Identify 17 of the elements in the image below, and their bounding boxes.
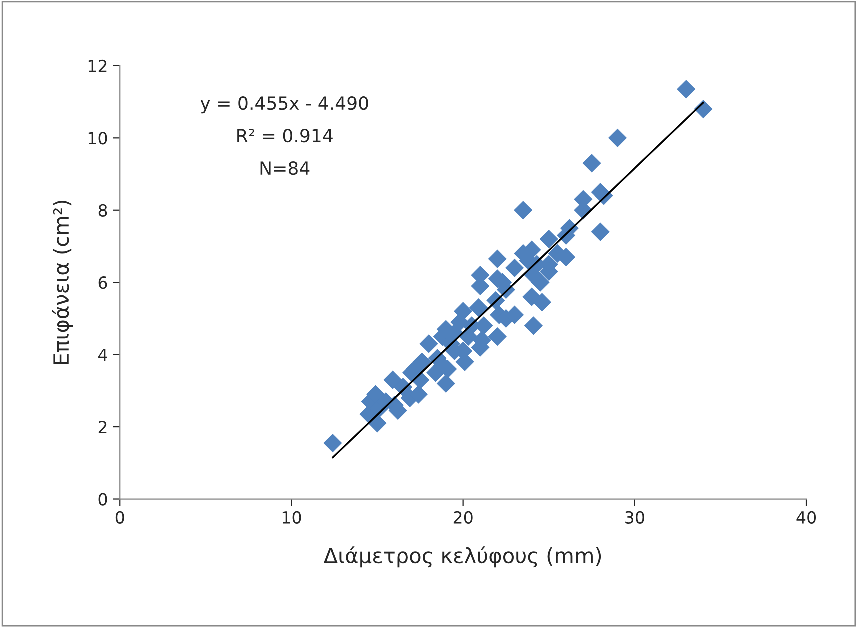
y-tick-label: 10 <box>88 132 108 145</box>
x-tick-label: 10 <box>282 511 302 524</box>
y-tick-label: 0 <box>98 493 108 506</box>
y-tick-label: 12 <box>88 60 107 72</box>
x-tick-label: 30 <box>626 511 644 524</box>
x-tick-label: 40 <box>796 511 816 524</box>
x-tick-label: 0 <box>116 511 124 524</box>
annotation: R² = 0.914 <box>238 129 333 143</box>
annotation: y = 0.455x - 4.490 <box>200 96 368 114</box>
y-tick-label: 2 <box>98 421 107 434</box>
y-tick-label: 6 <box>98 276 108 290</box>
y-axis-title: Επιφάνεια (cm²) <box>52 200 74 364</box>
x-tick-label: 20 <box>454 511 473 524</box>
y-tick-label: 8 <box>98 204 108 217</box>
annotation: N=84 <box>260 162 310 176</box>
y-tick-label: 4 <box>98 349 108 362</box>
x-axis-title: Διάμετρος κελύφους (mm) <box>324 546 602 568</box>
